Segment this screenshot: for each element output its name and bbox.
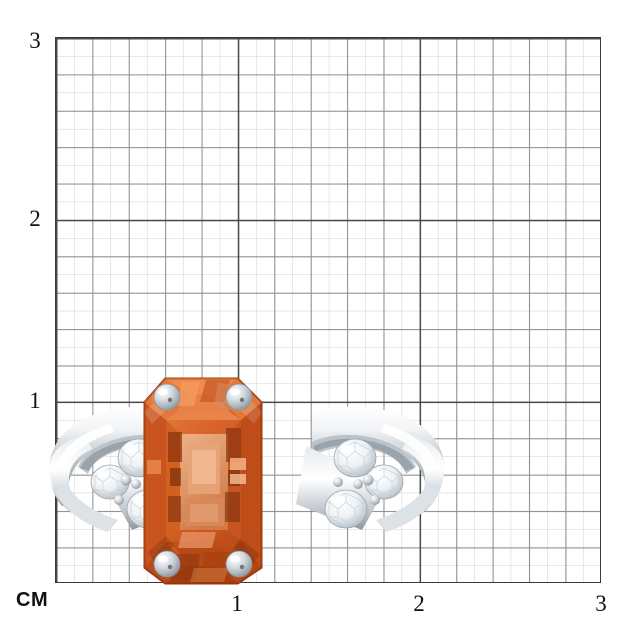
y-axis-tick-1: 1: [29, 388, 41, 413]
unit-axis-label: CM: [16, 589, 49, 611]
measurement-grid: [55, 37, 601, 583]
y-axis-tick-2: 2: [29, 206, 41, 231]
x-axis-tick-1: 1: [231, 591, 243, 616]
x-axis-tick-2: 2: [413, 591, 425, 616]
x-axis-tick-3: 3: [595, 591, 607, 616]
y-axis-tick-3: 3: [29, 28, 41, 53]
